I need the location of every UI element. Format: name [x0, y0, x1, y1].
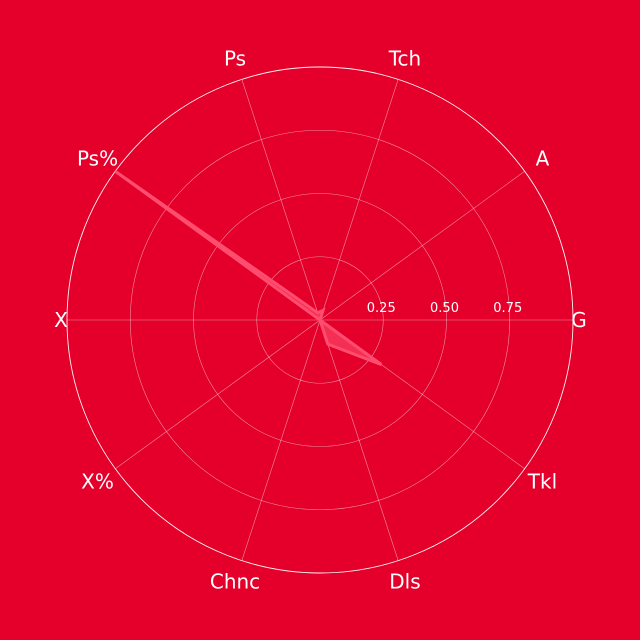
grid-spoke-6: [115, 319, 321, 469]
ring-label-0: 0.25: [367, 301, 396, 316]
category-label-ps: Ps: [224, 46, 246, 70]
category-label-chnc: Chnc: [210, 570, 260, 594]
ring-label-2: 0.75: [493, 301, 522, 316]
ring-label-1: 0.50: [430, 301, 459, 316]
grid-spoke-8: [319, 319, 399, 561]
grid-spoke-7: [241, 319, 321, 561]
category-label-a: A: [536, 146, 550, 170]
grid-spoke-1: [319, 171, 525, 321]
category-label-tkl: Tkl: [527, 470, 557, 494]
category-label-dls: Dls: [389, 570, 420, 594]
category-label-x-: X%: [81, 470, 114, 494]
category-label-x: X: [54, 308, 68, 332]
category-label-g: G: [571, 308, 587, 332]
category-label-tch: Tch: [388, 46, 422, 70]
series-polygon-0: [114, 170, 383, 367]
grid-spoke-2: [319, 79, 399, 321]
grid-spoke-3: [241, 79, 321, 321]
category-label-ps-: Ps%: [77, 146, 118, 170]
label-layer: G A Tch Ps Ps% X X% Chnc Dls Tkl 0.25 0.50 0.75: [54, 46, 587, 593]
series-layer: [114, 170, 383, 367]
